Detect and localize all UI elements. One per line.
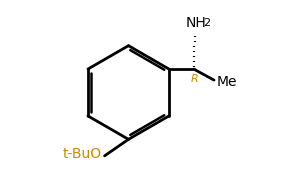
Text: t-BuO: t-BuO bbox=[63, 147, 102, 161]
Text: R: R bbox=[191, 74, 199, 84]
Text: NH: NH bbox=[185, 16, 206, 30]
Text: 2: 2 bbox=[203, 18, 211, 28]
Text: Me: Me bbox=[217, 75, 237, 89]
